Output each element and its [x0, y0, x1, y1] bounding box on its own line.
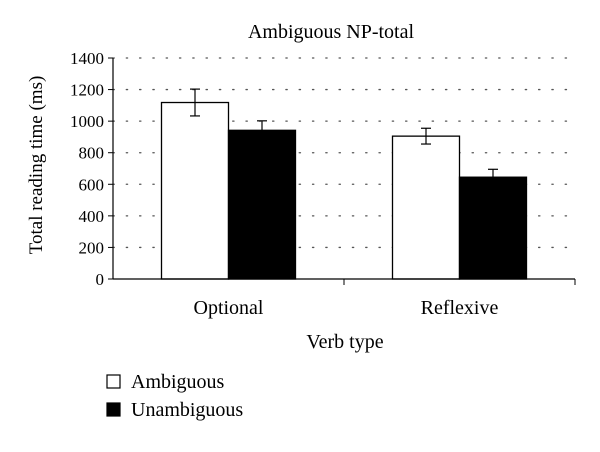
- legend: Ambiguous Unambiguous: [106, 371, 243, 421]
- chart-title: Ambiguous NP-total: [248, 21, 415, 43]
- x-tick-label: Optional: [194, 297, 264, 319]
- x-tick-label: Reflexive: [421, 297, 499, 319]
- y-tick-label: 400: [79, 207, 105, 226]
- legend-label-ambiguous: Ambiguous: [131, 371, 225, 393]
- y-tick-label: 1200: [70, 81, 104, 100]
- axes: 0 200 400 600 800 1000 1200 1400 Optional Reflexi…: [70, 49, 576, 319]
- bar-unambiguous-optional: [227, 129, 297, 280]
- y-tick-label: 600: [79, 175, 105, 194]
- y-tick-label: 0: [96, 270, 105, 289]
- y-tick-label: 200: [79, 238, 105, 257]
- bar-ambiguous-reflexive: [391, 135, 461, 280]
- legend-swatch-unambiguous: [106, 402, 121, 417]
- x-axis-label: Verb type: [306, 331, 383, 353]
- y-tick-label: 1000: [70, 112, 104, 131]
- y-tick-label: 1400: [70, 49, 104, 68]
- bars: [160, 88, 528, 280]
- legend-swatch-ambiguous: [106, 374, 121, 389]
- bar-ambiguous-optional: [160, 101, 230, 280]
- bar-unambiguous-reflexive: [458, 176, 528, 280]
- y-axis-label: Total reading time (ms): [26, 76, 47, 255]
- y-tick-label: 800: [79, 144, 105, 163]
- legend-label-unambiguous: Unambiguous: [131, 399, 243, 421]
